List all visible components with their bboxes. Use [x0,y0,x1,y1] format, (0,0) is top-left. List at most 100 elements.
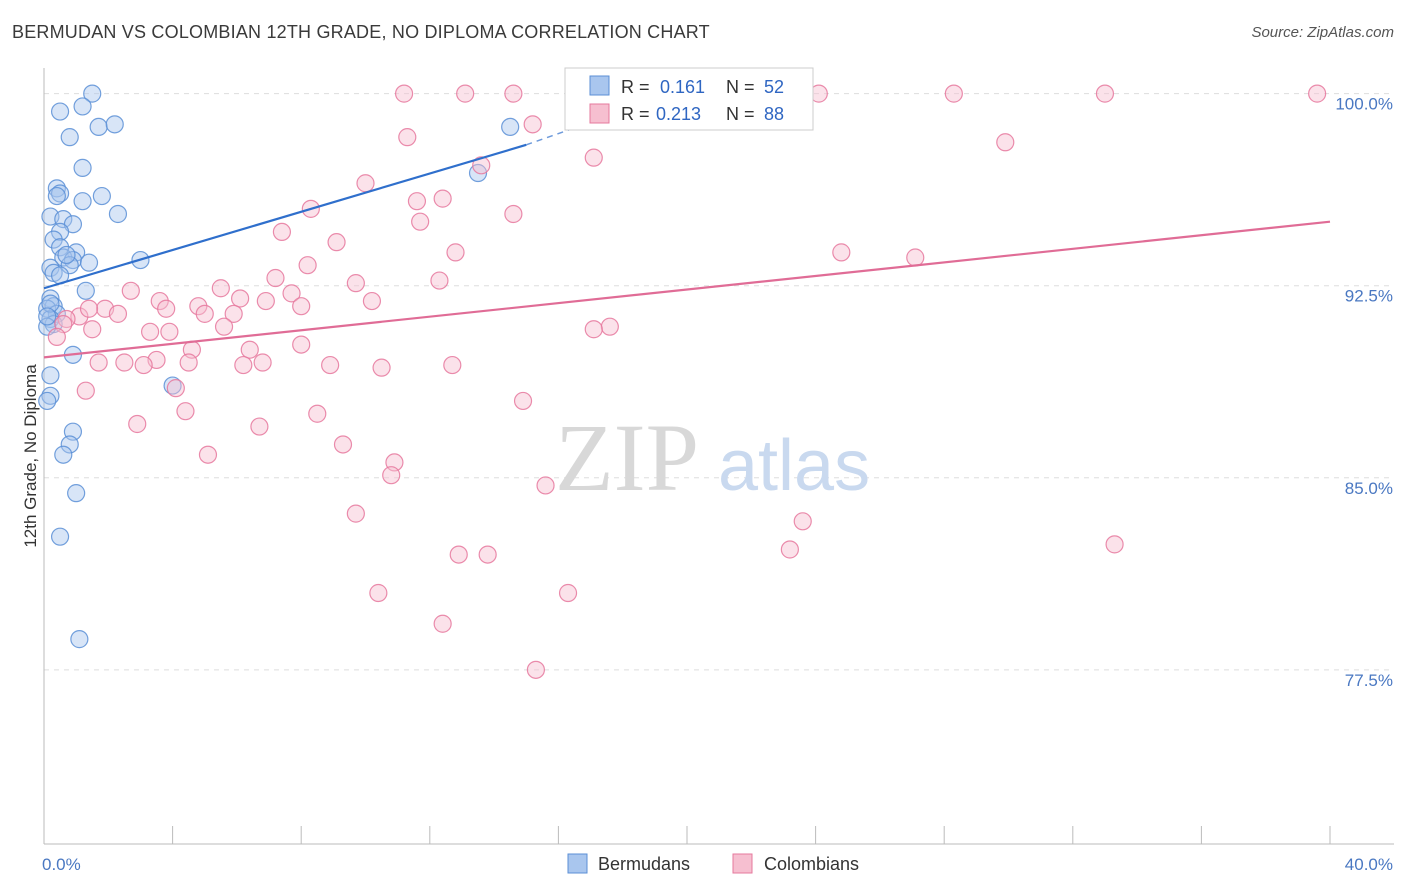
point-colombians-38 [108,304,128,323]
point-colombians-59 [321,355,340,375]
y-tick-label-2: 85.0% [1345,479,1393,498]
point-bermudans-21 [79,253,99,272]
watermark: ZIP atlas [555,404,870,511]
point-colombians-75 [793,512,812,531]
point-colombians-86 [157,299,176,318]
point-colombians-34 [292,297,311,316]
point-colombians-78 [449,545,468,564]
grid-layer [44,93,1394,671]
point-colombians-23 [906,248,925,267]
point-colombians-0 [394,84,414,103]
point-colombians-71 [198,445,218,464]
point-colombians-81 [558,583,578,603]
legend-r-label-colombians: R = [621,104,650,124]
point-colombians-31 [231,289,250,308]
point-colombians-18 [411,212,430,231]
point-bermudans-51 [57,245,76,265]
point-colombians-20 [327,233,346,252]
point-colombians-21 [446,243,465,262]
y-tick-label-3: 77.5% [1345,671,1393,690]
point-bermudans-36 [38,307,57,326]
legend-n-value-bermudans: 52 [764,77,784,97]
point-colombians-51 [240,340,259,359]
point-colombians-73 [536,476,555,495]
legend-n-label-bermudans: N = [726,77,755,97]
point-bermudans-7 [50,184,70,203]
point-colombians-76 [1105,535,1124,554]
x-tick-label-1: 40.0% [1345,855,1393,874]
legend-swatch-bermudans [589,75,610,96]
point-colombians-14 [407,192,427,211]
point-colombians-85 [79,299,99,318]
legend-n-value-colombians: 88 [764,104,784,124]
point-bermudans-38 [41,366,60,385]
trend-layer [43,87,1331,359]
point-colombians-77 [780,540,799,559]
point-bermudans-40 [38,391,57,411]
point-colombians-84 [584,320,603,339]
point-colombians-11 [584,148,603,167]
point-colombians-27 [430,271,449,290]
legend-r-label-bermudans: R = [621,77,650,97]
point-colombians-25 [266,268,285,288]
point-colombians-8 [523,115,542,134]
point-bermudans-5 [73,158,92,177]
point-colombians-67 [250,417,269,436]
point-colombians-66 [128,414,147,434]
point-bermudans-39 [41,386,60,405]
point-colombians-46 [160,322,179,341]
point-colombians-15 [433,189,452,208]
point-bermudans-44 [67,484,86,503]
legend-r-value-colombians: 0.213 [656,104,701,124]
point-colombians-52 [89,353,108,372]
point-bermudans-27 [76,281,95,300]
point-bermudans-1 [73,97,92,116]
point-bermudans-49 [501,117,520,137]
point-colombians-87 [195,304,214,323]
point-bermudans-11 [108,204,128,224]
point-colombians-29 [211,279,230,298]
point-colombians-9 [398,128,417,147]
legend-swatch-colombians [589,103,610,124]
point-colombians-49 [47,327,66,347]
point-bermudans-4 [60,128,79,147]
point-colombians-47 [600,317,619,336]
point-colombians-45 [214,317,234,336]
point-bermudans-3 [89,117,108,137]
x-tick-label-0: 0.0% [42,855,81,874]
point-bermudans-46 [70,630,89,649]
point-colombians-10 [996,133,1015,152]
watermark-atlas: atlas [718,426,870,506]
legend-r-value-bermudans: 0.161 [660,77,705,97]
point-colombians-62 [76,381,95,400]
series-colombians [47,84,1327,679]
point-colombians-79 [478,545,497,564]
point-colombians-63 [166,379,185,398]
point-bermudans-43 [54,445,73,464]
chart-title: BERMUDAN VS COLOMBIAN 12TH GRADE, NO DIP… [12,22,710,42]
point-colombians-17 [504,204,523,224]
legend-n-label-colombians: N = [726,104,755,124]
point-colombians-41 [57,309,76,329]
point-bermudans-0 [83,84,102,103]
point-colombians-24 [298,256,317,275]
point-bermudans-50 [105,115,124,134]
point-colombians-12 [472,156,491,175]
bottom-legend-label-bermudans: Bermudans [598,854,690,874]
point-colombians-65 [176,402,195,421]
point-colombians-44 [140,322,160,341]
source-credit: Source: ZipAtlas.com [1251,24,1394,41]
tick-labels: 100.0% 92.5% 85.0% 77.5% 0.0% 40.0% [42,95,1393,874]
point-bermudans-10 [92,186,111,206]
point-colombians-2 [504,84,523,103]
point-colombians-68 [308,404,327,423]
point-bermudans-42 [60,435,79,454]
point-colombians-30 [282,284,301,303]
series-bermudans [38,84,520,649]
point-bermudans-47 [163,376,182,395]
trendline-colombians [43,220,1331,359]
bottom-legend-swatch-colombians [732,853,753,874]
points-layer [38,84,1327,679]
point-colombians-32 [256,291,275,311]
point-colombians-55 [134,355,153,375]
